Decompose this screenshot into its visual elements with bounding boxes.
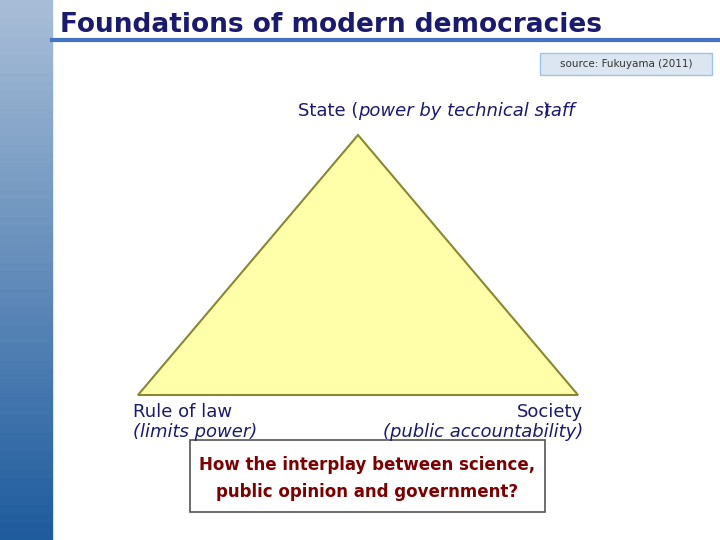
Bar — [0, 315, 52, 324]
Bar — [0, 414, 52, 423]
Bar — [0, 108, 52, 117]
Bar — [0, 378, 52, 387]
Bar — [0, 0, 52, 9]
Bar — [0, 207, 52, 216]
Bar — [0, 342, 52, 351]
Bar — [0, 45, 52, 54]
Bar — [0, 486, 52, 495]
Bar — [0, 495, 52, 504]
Text: Society: Society — [517, 403, 583, 421]
Bar — [0, 126, 52, 135]
Bar — [0, 369, 52, 378]
Text: State (​: State (​ — [297, 102, 358, 120]
Bar — [0, 171, 52, 180]
Bar — [0, 387, 52, 396]
FancyBboxPatch shape — [190, 440, 545, 512]
Bar — [0, 459, 52, 468]
Text: (public accountability): (public accountability) — [383, 423, 583, 441]
Bar — [0, 225, 52, 234]
Text: ): ) — [543, 102, 550, 120]
Bar — [0, 153, 52, 162]
Bar — [0, 405, 52, 414]
Bar — [0, 144, 52, 153]
Bar — [0, 72, 52, 81]
Bar — [0, 252, 52, 261]
Bar — [0, 54, 52, 63]
Bar — [0, 198, 52, 207]
Text: Rule of law: Rule of law — [133, 403, 232, 421]
Bar — [0, 333, 52, 342]
Bar — [0, 396, 52, 405]
Bar — [0, 27, 52, 36]
Bar — [0, 531, 52, 540]
Bar — [0, 117, 52, 126]
Bar — [0, 216, 52, 225]
Bar — [0, 351, 52, 360]
Text: public opinion and government?: public opinion and government? — [217, 483, 518, 501]
Bar — [0, 504, 52, 513]
Bar — [0, 243, 52, 252]
Bar — [0, 135, 52, 144]
Bar — [0, 360, 52, 369]
Bar — [0, 90, 52, 99]
Bar — [0, 513, 52, 522]
Text: source: Fukuyama (2011): source: Fukuyama (2011) — [559, 59, 692, 69]
Bar — [0, 306, 52, 315]
Bar — [0, 270, 52, 279]
Bar — [0, 423, 52, 432]
Bar — [0, 324, 52, 333]
Text: (limits power): (limits power) — [133, 423, 257, 441]
Bar — [0, 279, 52, 288]
Bar — [0, 18, 52, 27]
Bar — [0, 63, 52, 72]
Bar — [0, 288, 52, 297]
Bar — [0, 180, 52, 189]
FancyBboxPatch shape — [540, 53, 712, 75]
Polygon shape — [138, 135, 578, 395]
Text: Foundations of modern democracies: Foundations of modern democracies — [60, 12, 602, 38]
Bar — [0, 162, 52, 171]
Bar — [0, 432, 52, 441]
Bar — [0, 522, 52, 531]
Text: ​power by technical staff​: ​power by technical staff​ — [358, 102, 575, 120]
Bar — [0, 189, 52, 198]
Bar — [0, 81, 52, 90]
Bar — [0, 297, 52, 306]
Text: How the interplay between science,: How the interplay between science, — [199, 456, 536, 474]
Bar — [0, 234, 52, 243]
Bar — [0, 450, 52, 459]
Bar — [0, 36, 52, 45]
Bar — [0, 477, 52, 486]
Bar — [0, 99, 52, 108]
Bar — [0, 261, 52, 270]
Bar — [0, 9, 52, 18]
Bar — [0, 468, 52, 477]
Bar — [0, 441, 52, 450]
